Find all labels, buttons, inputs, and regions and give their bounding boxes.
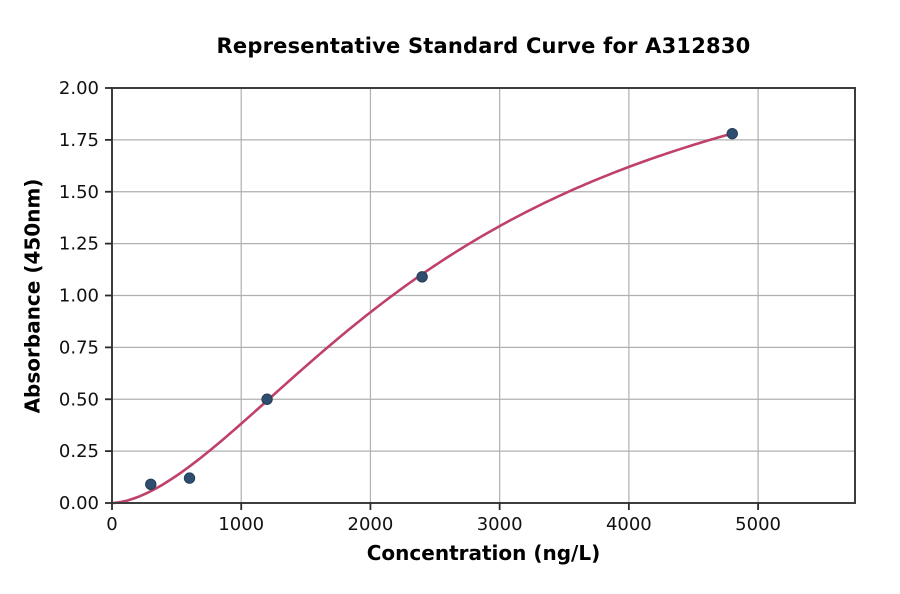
y-tick-label: 1.25 [59, 234, 99, 255]
y-tick-label: 1.75 [59, 130, 99, 151]
data-point [261, 393, 273, 405]
y-tick-label: 0.00 [59, 493, 99, 514]
x-tick-label: 0 [106, 514, 117, 535]
x-tick-label: 4000 [606, 514, 652, 535]
x-tick-label: 1000 [218, 514, 264, 535]
x-tick-label: 2000 [348, 514, 394, 535]
data-point [416, 271, 428, 283]
data-point [145, 478, 157, 491]
y-tick-label: 0.50 [59, 389, 99, 410]
x-tick-label: 3000 [477, 514, 523, 535]
y-tick-label: 0.25 [59, 441, 99, 462]
y-axis-label-container: Absorbance (450nm) [2, 88, 62, 503]
data-point [183, 472, 196, 484]
data-point [726, 127, 738, 140]
y-tick-label: 1.50 [59, 182, 99, 203]
y-axis-label: Absorbance (450nm) [20, 178, 44, 413]
y-tick-label: 0.75 [59, 337, 99, 358]
chart-title: Representative Standard Curve for A31283… [216, 34, 751, 58]
y-tick-label: 1.00 [59, 286, 99, 307]
x-axis-label: Concentration (ng/L) [366, 541, 601, 565]
y-tick-label: 2.00 [59, 78, 99, 99]
fit-curve-line [110, 132, 734, 505]
x-tick-label: 5000 [735, 514, 781, 535]
